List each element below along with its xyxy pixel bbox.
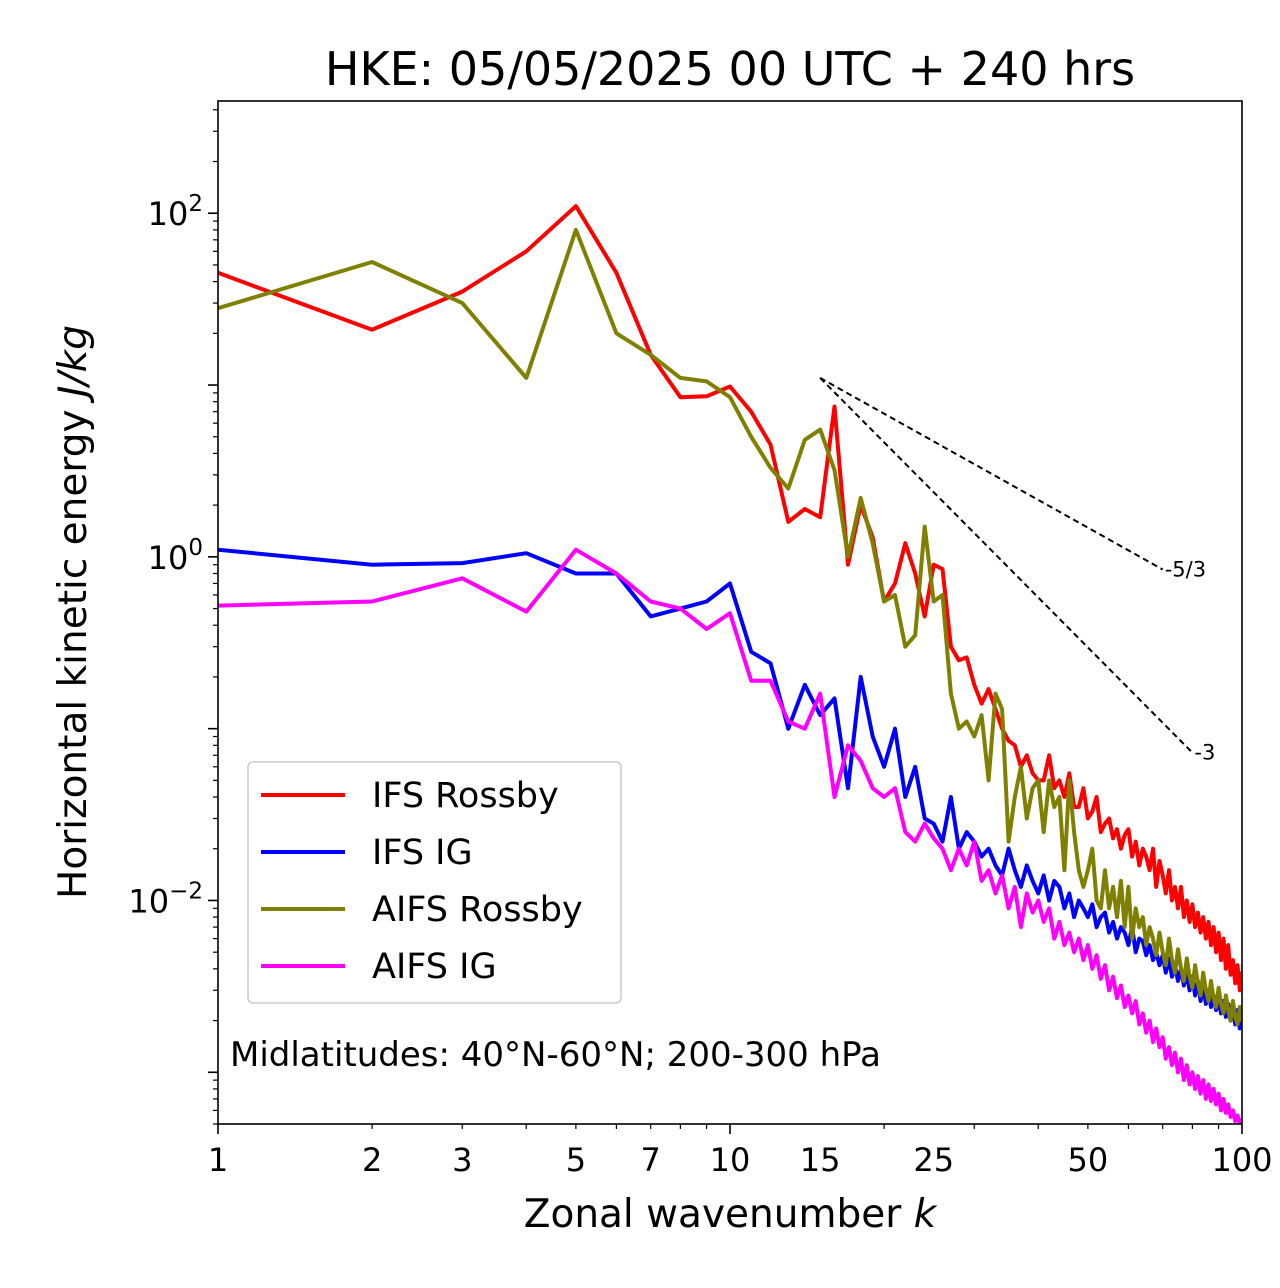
legend-label-aifs-ig: AIFS IG <box>372 947 497 987</box>
x-tick-label: 2 <box>362 1141 382 1179</box>
slope-line-5-3 <box>819 377 1164 571</box>
y-tick-label: 102 <box>148 191 203 233</box>
slope-label-3: -3 <box>1194 741 1215 765</box>
x-tick-label: 5 <box>566 1141 586 1179</box>
x-tick-label: 100 <box>1211 1141 1272 1179</box>
legend-label-aifs-rossby: AIFS Rossby <box>372 890 583 930</box>
y-axis-ticks: 102 100 10−2 <box>128 109 218 1125</box>
x-tick-label: 7 <box>641 1141 661 1179</box>
x-tick-label: 1 <box>208 1141 228 1179</box>
y-axis-label-text: Horizontal kinetic energy <box>51 409 96 899</box>
x-tick-label: 3 <box>452 1141 472 1179</box>
chart-title: HKE: 05/05/2025 00 UTC + 240 hrs <box>325 42 1135 96</box>
x-tick-label: 25 <box>913 1141 954 1179</box>
x-axis-label: Zonal wavenumber k <box>524 1192 938 1237</box>
x-axis-ticks: 1 2 3 5 7 10 15 25 50 100 <box>208 1124 1273 1179</box>
y-axis-label-unit: J/kg <box>51 325 96 404</box>
legend-box <box>247 761 622 1004</box>
slope-label-5-3: -5/3 <box>1165 558 1206 582</box>
plot-area: -5/3 -3 1 2 3 5 7 10 15 25 50 100 102 100 10−2 <box>128 100 1273 1179</box>
series-line-aifs-rossby <box>218 227 1242 1027</box>
x-axis-label-text: Zonal wavenumber <box>524 1192 902 1237</box>
x-tick-label: 50 <box>1068 1141 1109 1179</box>
plot-frame <box>217 100 1243 1125</box>
legend: IFS Rossby IFS IG AIFS Rossby AIFS IG <box>247 761 622 1004</box>
legend-label-ifs-ig: IFS IG <box>372 833 473 873</box>
series-line-aifs-ig <box>218 547 1242 1124</box>
region-annotation: Midlatitudes: 40°N-60°N; 200-300 hPa <box>230 1035 881 1075</box>
y-tick-label: 10−2 <box>128 878 203 920</box>
legend-label-ifs-rossby: IFS Rossby <box>372 776 559 816</box>
x-tick-label: 10 <box>710 1141 751 1179</box>
x-tick-label: 15 <box>800 1141 841 1179</box>
reference-slopes: -5/3 -3 <box>819 377 1215 765</box>
x-axis-label-variable: k <box>914 1192 938 1237</box>
y-axis-label: Horizontal kinetic energy J/kg <box>51 325 96 899</box>
y-tick-label: 100 <box>148 535 203 577</box>
legend-items: IFS Rossby IFS IG AIFS Rossby AIFS IG <box>261 776 583 987</box>
slope-line-3 <box>819 377 1194 754</box>
series-layer <box>218 204 1242 1124</box>
